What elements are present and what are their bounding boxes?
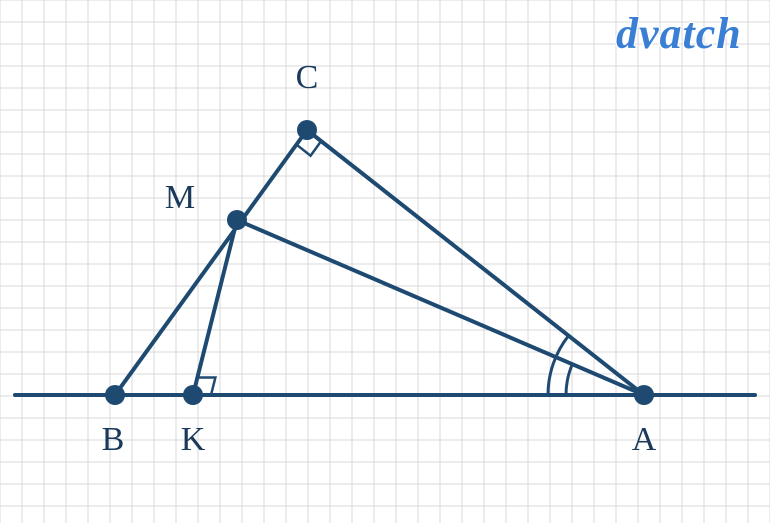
watermark: dvatch: [616, 8, 742, 59]
label-C: C: [296, 59, 319, 97]
label-A: A: [632, 421, 657, 459]
label-K: K: [181, 421, 206, 459]
label-B: B: [102, 421, 125, 459]
label-M: M: [165, 179, 195, 217]
